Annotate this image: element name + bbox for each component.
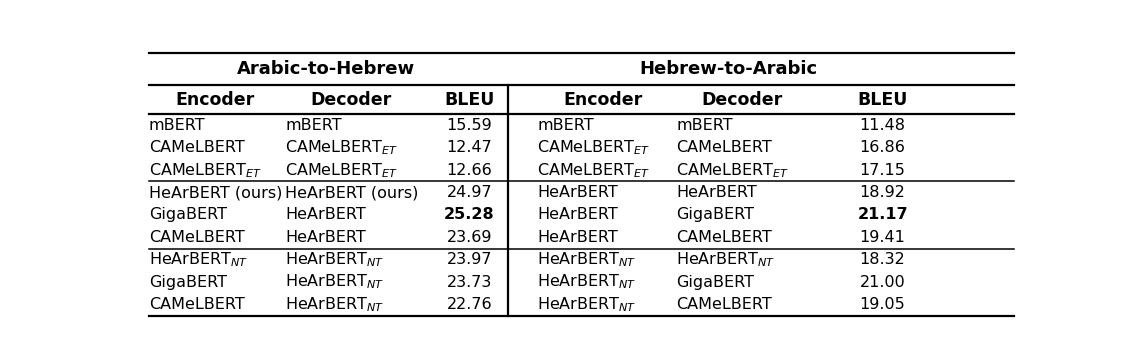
Text: 24.97: 24.97 [447, 185, 492, 200]
Text: HeArBERT$_{\mathit{NT}}$: HeArBERT$_{\mathit{NT}}$ [285, 273, 384, 291]
Text: HeArBERT$_{\mathit{NT}}$: HeArBERT$_{\mathit{NT}}$ [538, 251, 636, 269]
Text: CAMeLBERT: CAMeLBERT [149, 230, 245, 245]
Text: CAMeLBERT: CAMeLBERT [676, 140, 772, 155]
Text: CAMeLBERT$_{\mathit{ET}}$: CAMeLBERT$_{\mathit{ET}}$ [285, 138, 398, 157]
Text: mBERT: mBERT [538, 118, 594, 133]
Text: HeArBERT: HeArBERT [676, 185, 756, 200]
Text: HeArBERT: HeArBERT [538, 208, 618, 222]
Text: Decoder: Decoder [311, 91, 391, 109]
Text: 17.15: 17.15 [860, 163, 906, 178]
Text: GigaBERT: GigaBERT [676, 208, 754, 222]
Text: Encoder: Encoder [175, 91, 254, 109]
Text: CAMeLBERT$_{\mathit{ET}}$: CAMeLBERT$_{\mathit{ET}}$ [538, 161, 651, 179]
Text: 23.69: 23.69 [447, 230, 492, 245]
Text: 21.17: 21.17 [857, 208, 908, 222]
Text: HeArBERT: HeArBERT [285, 230, 366, 245]
Text: 12.66: 12.66 [447, 163, 492, 178]
Text: HeArBERT (ours): HeArBERT (ours) [149, 185, 282, 200]
Text: 11.48: 11.48 [860, 118, 906, 133]
Text: HeArBERT (ours): HeArBERT (ours) [285, 185, 418, 200]
Text: mBERT: mBERT [676, 118, 733, 133]
Text: BLEU: BLEU [857, 91, 908, 109]
Text: CAMeLBERT$_{\mathit{ET}}$: CAMeLBERT$_{\mathit{ET}}$ [285, 161, 398, 179]
Text: CAMeLBERT: CAMeLBERT [149, 140, 245, 155]
Text: 21.00: 21.00 [860, 275, 905, 290]
Text: HeArBERT$_{\mathit{NT}}$: HeArBERT$_{\mathit{NT}}$ [538, 273, 636, 291]
Text: mBERT: mBERT [149, 118, 205, 133]
Text: 18.92: 18.92 [860, 185, 906, 200]
Text: 19.41: 19.41 [860, 230, 906, 245]
Text: mBERT: mBERT [285, 118, 341, 133]
Text: CAMeLBERT: CAMeLBERT [676, 297, 772, 312]
Text: Encoder: Encoder [564, 91, 643, 109]
Text: Hebrew-to-Arabic: Hebrew-to-Arabic [640, 60, 818, 78]
Text: 18.32: 18.32 [860, 252, 905, 267]
Text: CAMeLBERT$_{\mathit{ET}}$: CAMeLBERT$_{\mathit{ET}}$ [538, 138, 651, 157]
Text: HeArBERT: HeArBERT [538, 185, 618, 200]
Text: 23.73: 23.73 [447, 275, 492, 290]
Text: HeArBERT$_{\mathit{NT}}$: HeArBERT$_{\mathit{NT}}$ [285, 251, 384, 269]
Text: HeArBERT$_{\mathit{NT}}$: HeArBERT$_{\mathit{NT}}$ [538, 295, 636, 314]
Text: 15.59: 15.59 [447, 118, 492, 133]
Text: 19.05: 19.05 [860, 297, 905, 312]
Text: HeArBERT$_{\mathit{NT}}$: HeArBERT$_{\mathit{NT}}$ [285, 295, 384, 314]
Text: 23.97: 23.97 [447, 252, 492, 267]
Text: 22.76: 22.76 [447, 297, 492, 312]
Text: Arabic-to-Hebrew: Arabic-to-Hebrew [237, 60, 415, 78]
Text: 25.28: 25.28 [445, 208, 494, 222]
Text: GigaBERT: GigaBERT [676, 275, 754, 290]
Text: HeArBERT$_{\mathit{NT}}$: HeArBERT$_{\mathit{NT}}$ [149, 251, 248, 269]
Text: 16.86: 16.86 [860, 140, 906, 155]
Text: CAMeLBERT$_{\mathit{ET}}$: CAMeLBERT$_{\mathit{ET}}$ [149, 161, 262, 179]
Text: HeArBERT$_{\mathit{NT}}$: HeArBERT$_{\mathit{NT}}$ [676, 251, 776, 269]
Text: CAMeLBERT: CAMeLBERT [149, 297, 245, 312]
Text: GigaBERT: GigaBERT [149, 208, 227, 222]
Text: CAMeLBERT: CAMeLBERT [676, 230, 772, 245]
Text: 12.47: 12.47 [447, 140, 492, 155]
Text: CAMeLBERT$_{\mathit{ET}}$: CAMeLBERT$_{\mathit{ET}}$ [676, 161, 789, 179]
Text: Decoder: Decoder [702, 91, 782, 109]
Text: GigaBERT: GigaBERT [149, 275, 227, 290]
Text: BLEU: BLEU [445, 91, 494, 109]
Text: HeArBERT: HeArBERT [538, 230, 618, 245]
Text: HeArBERT: HeArBERT [285, 208, 366, 222]
